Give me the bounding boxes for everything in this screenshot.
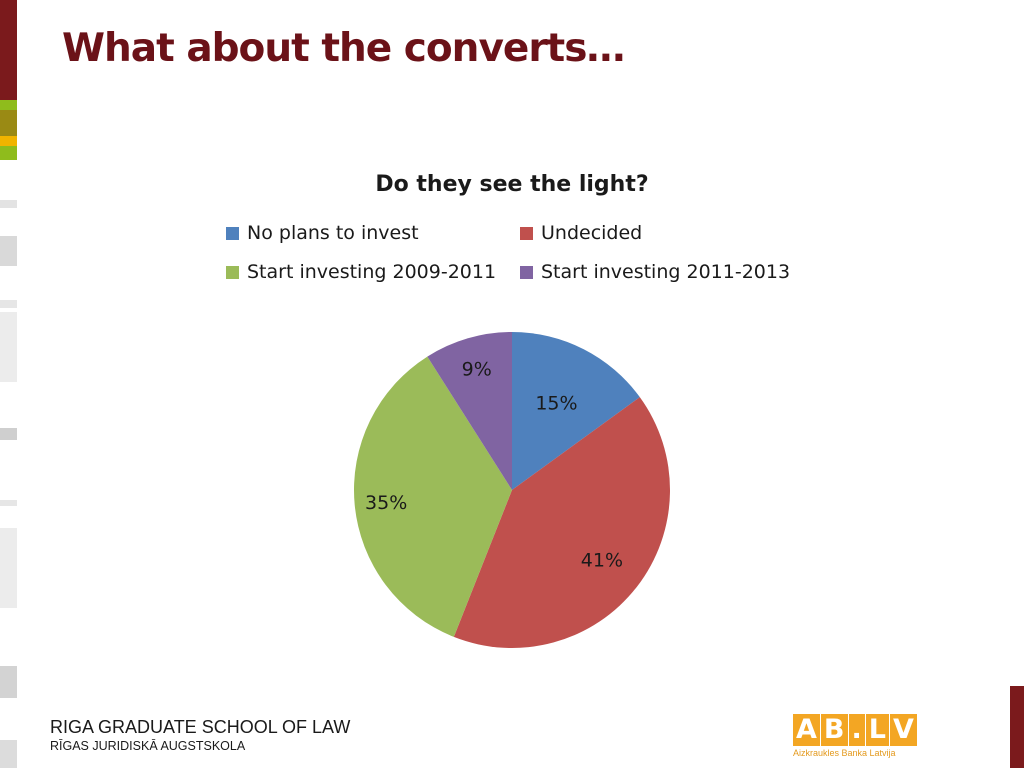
legend-item-undecided: Undecided <box>520 222 642 244</box>
legend-item-no-plans: No plans to invest <box>226 222 419 244</box>
slide-title: What about the converts… <box>62 26 625 71</box>
logo-letter: L <box>865 714 889 746</box>
logo-letter: V <box>889 714 917 746</box>
legend-swatch-2011-2013 <box>520 265 533 279</box>
pie-slice-2011-2013 <box>427 332 512 490</box>
legend-item-2009-2011: Start investing 2009-2011 <box>226 261 496 283</box>
legend-label-2011-2013: Start investing 2011-2013 <box>541 261 791 283</box>
chart-title: Do they see the light? <box>375 172 649 197</box>
logo-letter: . <box>848 714 865 746</box>
pie-slice-2009-2011 <box>354 356 512 637</box>
legend-swatch-undecided <box>520 226 533 240</box>
logo-letter: A <box>793 714 820 746</box>
logo-tagline: Aizkraukles Banka Latvija <box>793 748 896 758</box>
logo-mark: A B . L V <box>793 714 917 746</box>
footer-school-name: RIGA GRADUATE SCHOOL OF LAW <box>50 717 351 737</box>
left-decorative-strip <box>0 0 17 768</box>
pie-label-2011-2013: 9% <box>462 359 492 381</box>
legend-label-no-plans: No plans to invest <box>247 222 419 244</box>
pie-slice-no-plans <box>512 332 640 490</box>
pie-label-2009-2011: 35% <box>365 492 407 514</box>
legend-swatch-2009-2011 <box>226 265 239 279</box>
legend-item-2011-2013: Start investing 2011-2013 <box>520 261 790 283</box>
ablv-logo: A B . L V Aizkraukles Banka Latvija <box>793 714 917 758</box>
legend-label-2009-2011: Start investing 2009-2011 <box>247 261 497 283</box>
legend-swatch-no-plans <box>226 226 239 240</box>
footer-school-name-latvian: RĪGAS JURIDISKĀ AUGSTSKOLA <box>50 739 246 753</box>
pie-slice-undecided <box>453 397 670 648</box>
pie-label-undecided: 41% <box>581 550 623 572</box>
logo-letter: B <box>820 714 848 746</box>
right-decorative-bar <box>1010 686 1024 768</box>
legend-label-undecided: Undecided <box>541 222 643 244</box>
pie-label-no-plans: 15% <box>535 393 577 415</box>
